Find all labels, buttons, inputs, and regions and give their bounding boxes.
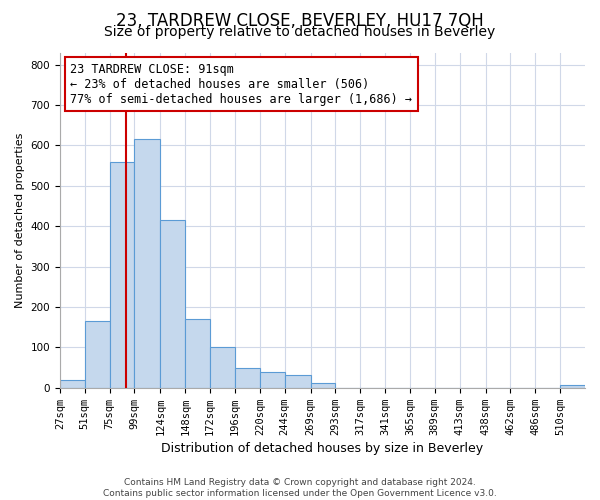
Text: 23 TARDREW CLOSE: 91sqm
← 23% of detached houses are smaller (506)
77% of semi-d: 23 TARDREW CLOSE: 91sqm ← 23% of detache… xyxy=(70,62,412,106)
Bar xyxy=(284,374,311,388)
Bar xyxy=(260,372,284,388)
Text: Size of property relative to detached houses in Beverley: Size of property relative to detached ho… xyxy=(104,25,496,39)
Bar xyxy=(185,319,210,388)
Bar xyxy=(210,348,235,388)
Text: Contains HM Land Registry data © Crown copyright and database right 2024.
Contai: Contains HM Land Registry data © Crown c… xyxy=(103,478,497,498)
Bar xyxy=(235,368,260,388)
Text: 23, TARDREW CLOSE, BEVERLEY, HU17 7QH: 23, TARDREW CLOSE, BEVERLEY, HU17 7QH xyxy=(116,12,484,30)
Bar xyxy=(85,321,110,388)
Bar xyxy=(60,380,85,388)
Bar xyxy=(311,383,335,388)
Bar xyxy=(110,162,134,388)
Bar xyxy=(134,140,160,388)
Y-axis label: Number of detached properties: Number of detached properties xyxy=(15,132,25,308)
Bar xyxy=(560,385,585,388)
X-axis label: Distribution of detached houses by size in Beverley: Distribution of detached houses by size … xyxy=(161,442,484,455)
Bar xyxy=(160,220,185,388)
